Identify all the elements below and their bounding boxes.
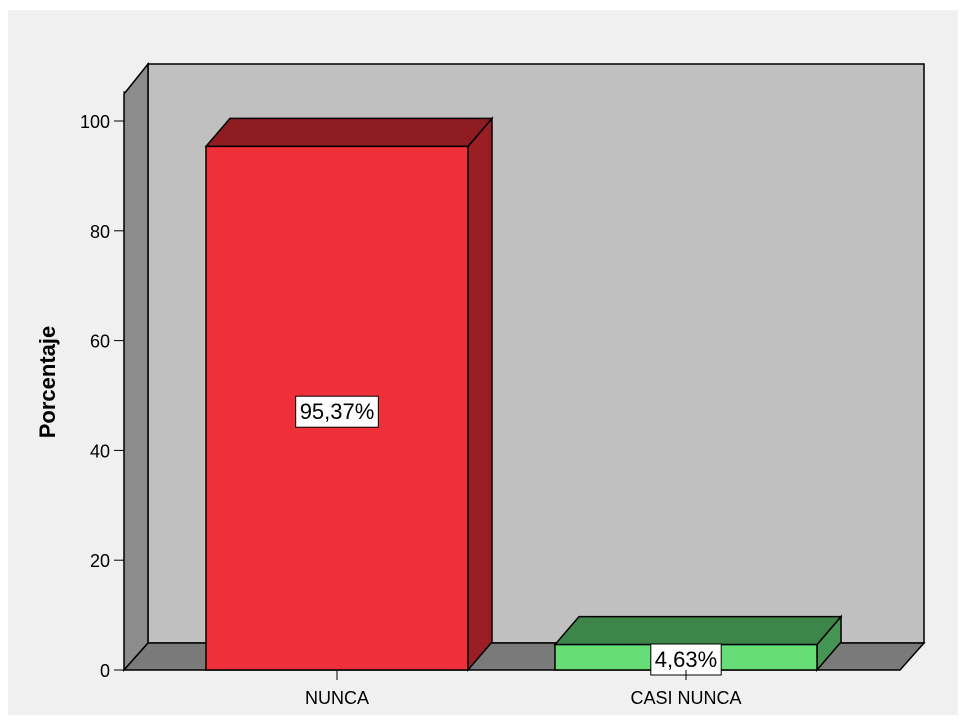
data-label-box xyxy=(295,395,379,428)
x-tick-label: NUNCA xyxy=(305,688,369,708)
y-tick-label: 0 xyxy=(100,661,110,681)
data-label-box xyxy=(650,643,722,676)
bar-top-face xyxy=(553,615,843,646)
bar-top-face xyxy=(204,117,494,148)
bars-group: 95,37% 4,63% xyxy=(204,116,843,676)
y-tick-label: 100 xyxy=(80,112,110,132)
data-label-text: 4,63% xyxy=(655,647,717,672)
bar-side-face xyxy=(467,116,493,673)
y-tick-label: 60 xyxy=(90,332,110,352)
bar-2: 4,63% xyxy=(553,614,843,676)
x-tick-label: CASI NUNCA xyxy=(630,688,741,708)
y-axis-label: Porcentaje xyxy=(35,326,60,439)
bar-1: 95,37% xyxy=(204,116,494,673)
y-tick-label: 40 xyxy=(90,441,110,461)
data-label: 95,37% xyxy=(295,395,379,428)
plot-side-wall xyxy=(123,61,149,672)
y-tick-label: 20 xyxy=(90,551,110,571)
data-label-text: 95,37% xyxy=(300,399,375,424)
y-axis-ticks: 0 20 40 60 80 100 xyxy=(80,112,124,681)
y-tick-label: 80 xyxy=(90,222,110,242)
x-axis-ticks: NUNCA CASI NUNCA xyxy=(305,670,742,708)
data-label: 4,63% xyxy=(650,643,722,676)
